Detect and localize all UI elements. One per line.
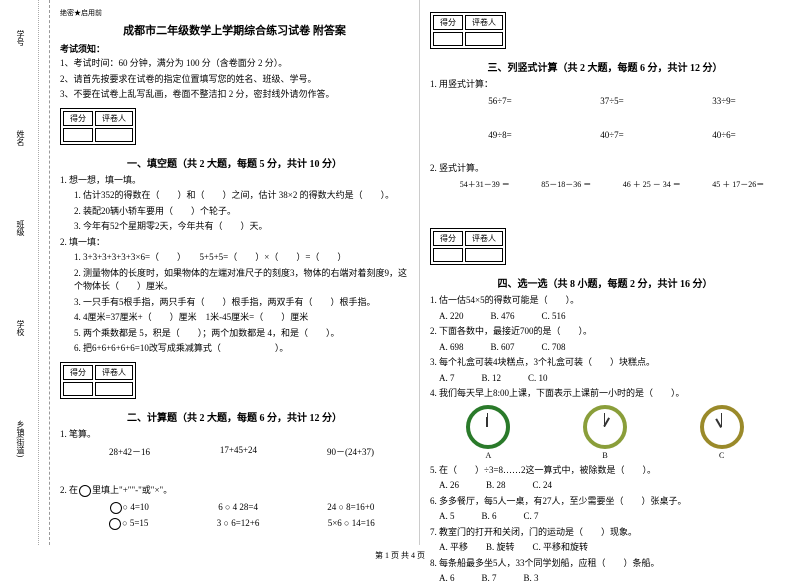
q1-3: 3. 今年有52个星期零2天，今年共有（ ）天。 <box>60 220 409 234</box>
clock-a-icon <box>466 405 510 449</box>
s3-q1h: 1. 用竖式计算： <box>430 78 780 92</box>
score-cell: 得分 <box>63 111 93 126</box>
op-3: 24 ○ 8=16+0 <box>327 502 374 514</box>
section-4-title: 四、选一选（共 8 小题，每题 2 分，共计 16 分） <box>430 275 780 290</box>
score-box: 得分评卷人 <box>60 108 136 145</box>
s4-7: 7. 教室门的打开和关闭，门的运动是（ ）现象。 <box>430 526 780 540</box>
score-box-2: 得分评卷人 <box>60 362 136 399</box>
vcalc-6: 40÷6= <box>712 130 736 140</box>
score-box-4: 得分评卷人 <box>430 228 506 265</box>
s4-2: 2. 下面各数中，最接近700的是（ ）。 <box>430 325 780 339</box>
op-5: 3 ○ 6=12+6 <box>217 518 260 530</box>
margin-label-id: 学号 <box>15 30 26 46</box>
q1-2: 2. 装配20辆小轿车要用（ ）个轮子。 <box>60 205 409 219</box>
vc-2: 85－18－36 ＝ <box>541 179 591 190</box>
clock-b-icon <box>583 405 627 449</box>
margin-label-town: 乡镇(街道) <box>15 420 26 457</box>
vc-4: 45 ＋ 17－26＝ <box>712 179 764 190</box>
s4-3o: A. 7 B. 12 C. 10 <box>430 372 780 386</box>
s4-4: 4. 我们每天早上8:00上课，下面表示上课前一小时的是（ ）。 <box>430 387 780 401</box>
vcalc-3: 33÷9= <box>712 96 736 106</box>
q2-heading: 2. 填一填： <box>60 236 409 250</box>
s4-6o: A. 5 B. 6 C. 7 <box>430 510 780 524</box>
clock-c-wrap: C <box>700 405 744 460</box>
clock-b-wrap: B <box>583 405 627 460</box>
notice-2: 2、请首先按要求在试卷的指定位置填写您的姓名、班级、学号。 <box>60 73 409 87</box>
score-box-3: 得分评卷人 <box>430 12 506 49</box>
vcalc-4: 49÷8= <box>488 130 512 140</box>
fold-line <box>38 0 39 545</box>
notice-1: 1、考试时间：60 分钟，满分为 100 分（含卷面分 2 分）。 <box>60 57 409 71</box>
q2-5: 5. 两个乘数都是 5，积是（ ）；两个加数都是 4，和是（ ）。 <box>60 327 409 341</box>
op-1: ○ 4=10 <box>109 502 149 514</box>
q1-1: 1. 估计352的得数在（ ）和（ ）之间，估计 38×2 的得数大约是（ ）。 <box>60 189 409 203</box>
s4-1: 1. 估一估54×5的得数可能是（ ）。 <box>430 294 780 308</box>
s2-q1h: 1. 笔算。 <box>60 428 409 442</box>
vc-1: 54＋31－39 ＝ <box>460 179 510 190</box>
s4-5: 5. 在（ ）÷3=8……2这一算式中，被除数是（ ）。 <box>430 464 780 478</box>
circle-icon <box>79 485 91 497</box>
s4-2o: A. 698 B. 607 C. 708 <box>430 341 780 355</box>
op-2: 6 ○ 4 28=4 <box>218 502 258 514</box>
q1-heading: 1. 想一想，填一填。 <box>60 174 409 188</box>
s4-8o: A. 6 B. 7 B. 3 <box>430 572 780 586</box>
margin-label-school: 学校 <box>15 320 26 336</box>
calc-2: 17+45+24 <box>220 445 257 458</box>
s2-q2h: 2. 在里填上"+""-"或"×"。 <box>60 484 409 498</box>
s3-q2h: 2. 竖式计算。 <box>430 162 780 176</box>
op-4: ○ 5=15 <box>108 518 148 530</box>
right-column: 得分评卷人 三、列竖式计算（共 2 大题，每题 6 分，共计 12 分） 1. … <box>420 0 790 545</box>
s4-1o: A. 220 B. 476 C. 516 <box>430 310 780 324</box>
margin-label-name: 姓名 <box>15 130 26 146</box>
q2-4: 4. 4厘米=37厘米+（ ）厘米 1米-45厘米=（ ）厘米 <box>60 311 409 325</box>
q2-6: 6. 把6+6+6+6+6=10改写成乘减算式（ ）。 <box>60 342 409 356</box>
notice-heading: 考试须知： <box>60 42 409 55</box>
s4-3: 3. 每个礼盒可装4块糕点，3个礼盒可装（ ）块糕点。 <box>430 356 780 370</box>
q2-2: 2. 测量物体的长度时，如果物体的左端对准尺子的刻度3，物体的右端对着刻度9，这… <box>60 267 409 294</box>
s4-5o: A. 26 B. 28 C. 24 <box>430 479 780 493</box>
q2-3: 3. 一只手有5根手指，两只手有（ ）根手指，两双手有（ ）根手指。 <box>60 296 409 310</box>
page-footer: 第 1 页 共 4 页 <box>0 550 800 561</box>
vcalc-1: 56÷7= <box>488 96 512 106</box>
calc-1: 28+42－16 <box>109 445 150 458</box>
vc-3: 46 ＋ 25 － 34 ＝ <box>623 179 681 190</box>
section-3-title: 三、列竖式计算（共 2 大题，每题 6 分，共计 12 分） <box>430 59 780 74</box>
section-1-title: 一、填空题（共 2 大题，每题 5 分，共计 10 分） <box>60 155 409 170</box>
secret-label: 绝密★启用前 <box>60 8 409 18</box>
binding-margin: 学号 姓名 班级 学校 乡镇(街道) <box>0 0 50 545</box>
op-6: 5×6 ○ 14=16 <box>328 518 375 530</box>
clock-c-icon <box>700 405 744 449</box>
exam-title: 成都市二年级数学上学期综合练习试卷 附答案 <box>60 22 409 38</box>
margin-label-class: 班级 <box>15 220 26 236</box>
q2-1: 1. 3+3+3+3+3+3×6=（ ） 5+5+5=（ ）×（ ）=（ ） <box>60 251 409 265</box>
vcalc-2: 37÷5= <box>600 96 624 106</box>
notice-3: 3、不要在试卷上乱写乱画，卷面不整洁扣 2 分，密封线外请勿作答。 <box>60 88 409 102</box>
calc-3: 90－(24+37) <box>327 445 374 458</box>
vcalc-5: 40÷7= <box>600 130 624 140</box>
left-column: 绝密★启用前 成都市二年级数学上学期综合练习试卷 附答案 考试须知： 1、考试时… <box>50 0 420 545</box>
section-2-title: 二、计算题（共 2 大题，每题 6 分，共计 12 分） <box>60 409 409 424</box>
grader-cell: 评卷人 <box>95 111 133 126</box>
clock-a-wrap: A <box>466 405 510 460</box>
s4-6: 6. 多多餐厅，每5人一桌，有27人，至少需要坐（ ）张桌子。 <box>430 495 780 509</box>
